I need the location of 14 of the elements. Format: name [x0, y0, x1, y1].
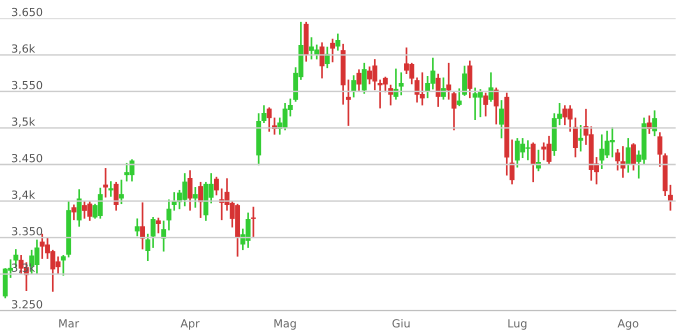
y-tick-label: 3.250 [12, 300, 42, 308]
x-tick-label: Ago [618, 319, 638, 330]
x-tick-label: Giu [392, 318, 410, 328]
y-tick-label: 3,5k [12, 117, 36, 127]
x-tick-label: Apr [180, 319, 200, 330]
y-tick-label: 3,4k [12, 190, 36, 200]
y-tick-label: 3,6k [12, 44, 36, 54]
x-tick-label: Mar [59, 319, 80, 328]
x-tick-label: Lug [508, 319, 526, 330]
y-tick-label: 3.550 [12, 80, 42, 90]
y-tick-label: 3.350 [12, 227, 42, 236]
y-tick-label: 3.450 [12, 154, 42, 162]
y-tick-label: 3.650 [12, 8, 42, 16]
x-tick-label: Mag [274, 319, 296, 330]
